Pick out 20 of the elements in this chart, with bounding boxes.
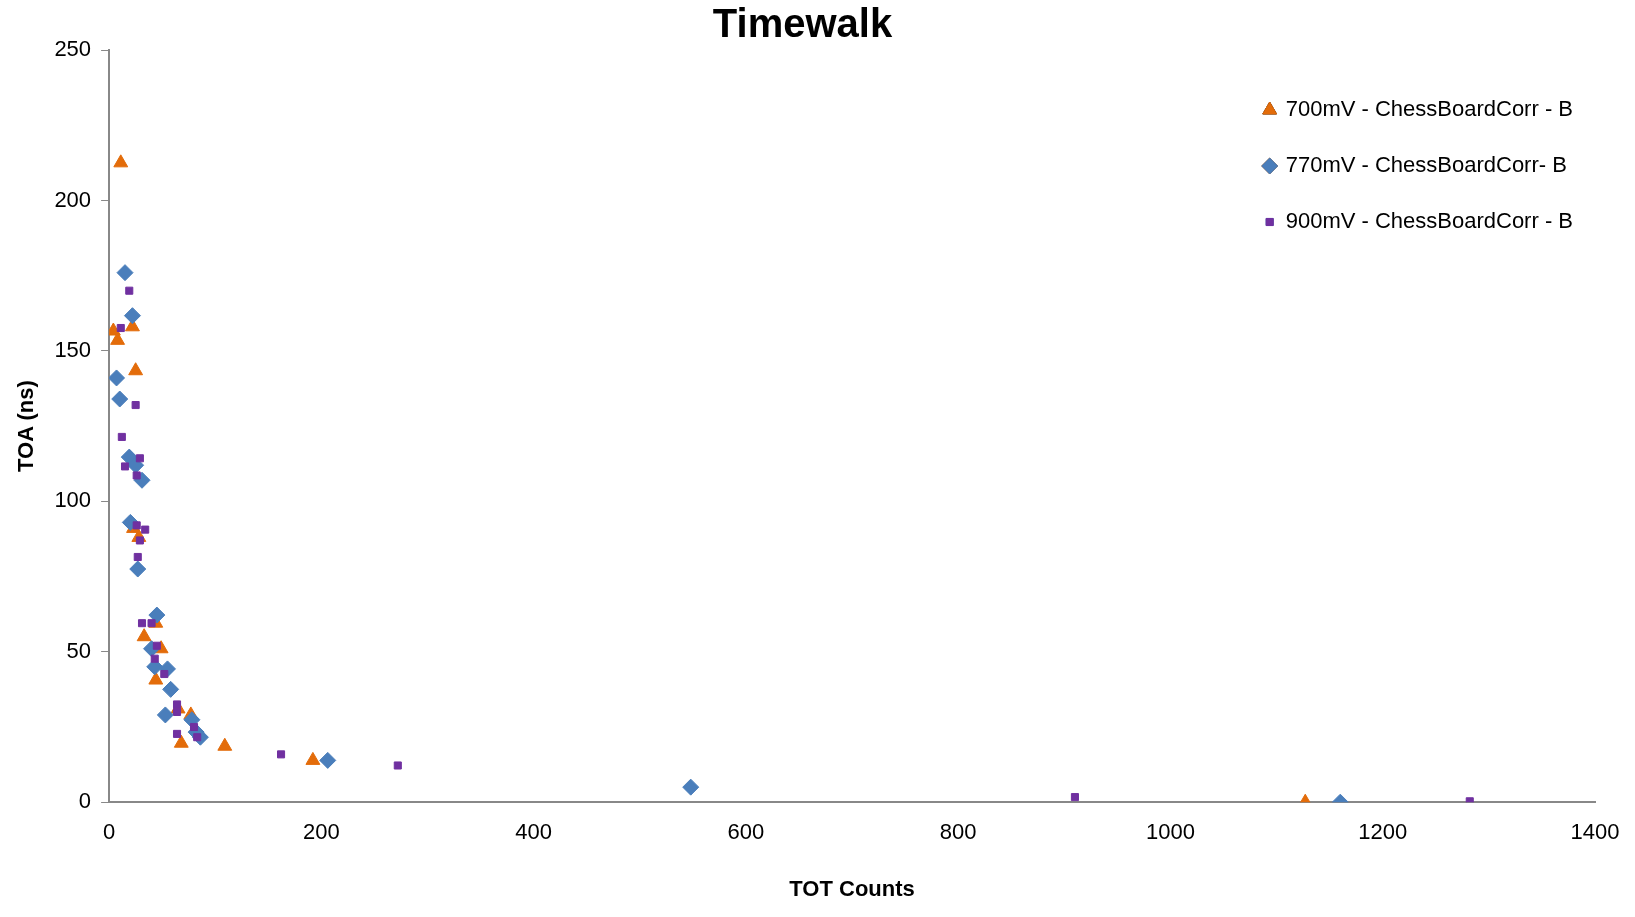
- y-tick-label: 250: [54, 36, 92, 62]
- y-tick-label: 100: [54, 487, 92, 513]
- x-axis-title: TOT Counts: [789, 875, 915, 901]
- y-tick-label: 150: [54, 336, 92, 362]
- x-tick-label: 1000: [1145, 819, 1195, 845]
- y-axis-title: TOA (ns): [13, 380, 39, 472]
- legend-label: 700mV - ChessBoardCorr - B: [1285, 96, 1574, 122]
- legend-label: 900mV - ChessBoardCorr - B: [1285, 208, 1574, 234]
- x-tick-label: 0: [102, 819, 116, 845]
- legend-label: 770mV - ChessBoardCorr- B: [1285, 152, 1567, 178]
- x-tick-label: 800: [939, 819, 977, 845]
- y-tick-label: 0: [78, 788, 92, 814]
- x-tick-label: 1200: [1358, 819, 1408, 845]
- x-tick-label: 1400: [1570, 819, 1620, 845]
- x-tick-label: 400: [515, 819, 553, 845]
- y-tick-label: 200: [54, 186, 92, 212]
- x-tick-label: 200: [303, 819, 340, 845]
- chart-title: Timewalk: [712, 1, 893, 46]
- y-tick-label: 50: [66, 637, 92, 663]
- x-tick-label: 600: [727, 819, 765, 845]
